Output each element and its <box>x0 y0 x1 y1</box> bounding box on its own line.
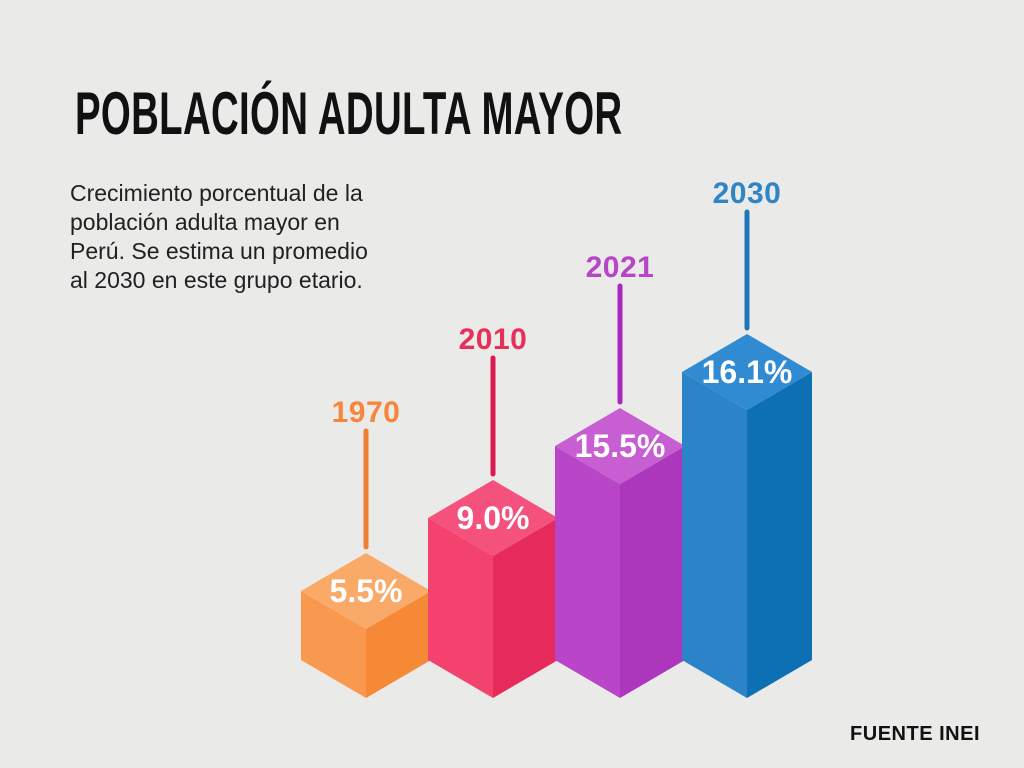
value-label: 16.1% <box>702 354 793 390</box>
bar-top-face <box>555 408 685 484</box>
year-label: 2010 <box>459 323 528 356</box>
bar-top-face <box>301 553 431 629</box>
bar-right-face <box>493 518 558 698</box>
bar-top-face <box>682 334 812 410</box>
bar-group-2030: 2030 16.1% <box>682 177 812 698</box>
bar-left-face <box>428 518 493 698</box>
bar-right-face <box>620 446 685 698</box>
chart-description: Crecimiento porcentual de la población a… <box>70 179 368 295</box>
bar-top-face <box>428 480 558 556</box>
page-title: POBLACIÓN ADULTA MAYOR <box>75 84 622 144</box>
source-label: FUENTE INEI <box>850 723 980 745</box>
bar-group-2010: 2010 9.0% <box>428 323 558 698</box>
bar-group-1970: 1970 5.5% <box>301 396 431 698</box>
value-label: 5.5% <box>330 573 403 609</box>
bar-right-face <box>747 372 812 698</box>
description-line: al 2030 en este grupo etario. <box>70 267 363 293</box>
bar-left-face <box>555 446 620 698</box>
bar-left-face <box>682 372 747 698</box>
year-label: 2021 <box>586 251 655 284</box>
bar-left-face <box>301 591 366 698</box>
description-line: Crecimiento porcentual de la <box>70 180 363 206</box>
page-title-text: POBLACIÓN ADULTA MAYOR <box>75 80 623 147</box>
value-label: 9.0% <box>457 500 530 536</box>
bar-right-face <box>366 591 431 698</box>
year-label: 1970 <box>332 396 401 429</box>
value-label: 15.5% <box>575 428 666 464</box>
description-line: Perú. Se estima un promedio <box>70 238 368 264</box>
year-label: 2030 <box>713 177 782 210</box>
description-line: población adulta mayor en <box>70 209 340 235</box>
bar-group-2021: 2021 15.5% <box>555 251 685 698</box>
